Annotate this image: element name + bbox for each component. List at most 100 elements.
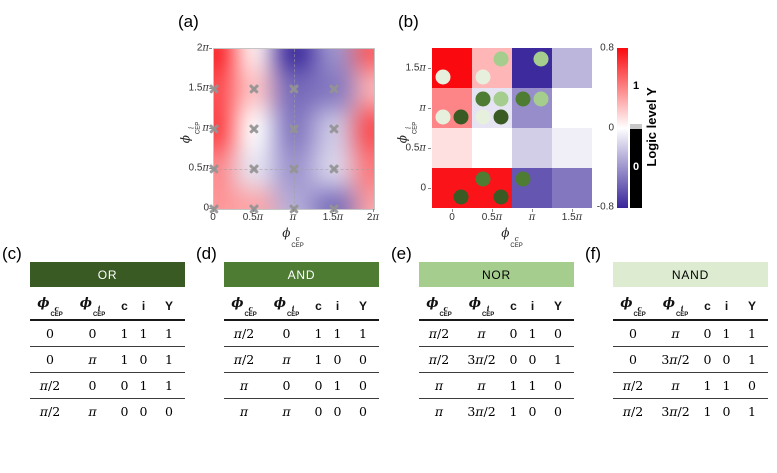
table-cell: 1 [528,326,537,341]
table-column-headers: ϕ c CEP ϕ i CEP c i Y [224,292,379,321]
table-row: π/2 0 1 1 1 [224,321,379,347]
phi-symbol: ϕ [282,226,291,240]
column-header: ϕ c CEP [224,294,264,318]
x-marker [249,84,260,95]
phi-symbol: ϕ [501,226,510,240]
column-header: ϕ i CEP [459,294,504,318]
x-tick-label: 0 [210,212,216,223]
heatmap-b-cell [552,48,592,88]
x-tick-label: π [289,212,297,223]
y-tick-label: 2π [196,42,209,54]
phi-supsub: i CEP [287,305,299,318]
x-tick-label: 1.5π [561,212,583,223]
heatmap-a-cell [354,189,374,209]
tick-mark [333,209,334,212]
phi-symbol: ϕ [620,295,633,311]
table-cell: 1 [314,352,323,367]
table-cell: 1 [333,326,342,341]
x-marker [329,84,340,95]
table-cell: 1 [509,378,518,393]
tick-mark [572,209,573,212]
phi-symbol: ϕ [37,295,50,311]
colorbar-tick-zero: 0 [608,122,614,134]
tick-mark [532,209,533,212]
panel-b-xaxis-label: ϕ c CEP [472,226,552,249]
phi-symbol: ϕ [395,135,410,144]
table-cell: π/2 [233,326,255,341]
table-cell: 0 [528,352,537,367]
gate-point-nand [435,69,451,85]
logic-level-one: 1 [632,80,640,92]
table-cell: 0 [509,352,518,367]
x-marker [289,164,300,175]
y-tick-label: 0.5π [405,142,426,154]
table-cell: 1 [165,352,173,367]
phi-column-header: ϕ c CEP [231,294,257,318]
phi-sub: CEP [481,311,495,318]
tick-mark [209,168,212,169]
table-cell: 0 [509,326,518,341]
gate-point-or [493,109,509,125]
column-header: Y [553,298,562,313]
gate-point-and [515,171,531,187]
table-row: π/2 3π/2 1 0 1 [613,399,768,424]
tick-mark [428,68,431,69]
colorbar-tick-max: 0.8 [600,42,614,54]
column-header: Y [358,298,367,313]
table-cell: 0 [282,378,291,393]
gate-point-nor [533,91,549,107]
phi-sup: c [637,303,642,313]
heatmap-a-cell [354,49,374,69]
table-row: π/2 0 0 1 1 [30,373,185,399]
heatmap-a-cell [354,109,374,149]
logic-gap [630,124,642,129]
x-tick-label: 0.5π [242,212,264,223]
tick-mark [293,209,294,212]
heatmap-a-cell [354,69,374,109]
gate-point-or [493,189,509,205]
y-tick-label: 1.5π [188,82,209,94]
truth-table-nand: NAND ϕ c CEP ϕ i CEP c i Y 0 π 0 1 1 0 3π/2 0 0 1 π/2 π 1 1 0 π/2… [613,262,768,424]
table-cell: π/2 [39,404,61,419]
table-cell: 3π/2 [661,404,690,419]
table-cell: π [671,326,680,341]
tick-mark [452,209,453,212]
tick-mark [428,108,431,109]
heatmap-a-cell [214,109,234,149]
table-cell: π [434,378,444,393]
panel-a-yaxis-label: ϕ i CEP [179,108,202,158]
table-cell: π [239,378,249,393]
phi-sub: CEP [633,311,646,318]
table-cell: 1 [120,326,129,341]
table-cell: 0 [88,326,97,341]
tick-mark [213,209,214,212]
table-cell: 0 [165,404,173,419]
x-tick-label: 2π [366,212,380,223]
table-cell: π/2 [39,378,61,393]
column-header: c [315,298,322,313]
phi-symbol: ϕ [79,295,92,311]
table-row: π/2 3π/2 0 0 1 [419,347,574,373]
heatmap-a-cell [214,49,234,69]
column-header: ϕ i CEP [653,294,698,318]
table-cell: 1 [703,378,712,393]
colorbar-gradient [617,48,628,208]
heatmap-b-cell [552,88,592,128]
phi-column-header: ϕ c CEP [620,294,646,318]
phi-supsub: c CEP [291,235,304,250]
table-panel-label: (e) [391,244,412,263]
truth-table-panel: (f) NAND ϕ c CEP ϕ i CEP c i Y 0 π 0 1 1 0 3π/2 0 0 1 π/2 π 1 1 0… [585,244,775,444]
table-column-headers: ϕ c CEP ϕ i CEP c i Y [613,292,768,321]
gate-point-nor [493,91,509,107]
phi-column-header: ϕ c CEP [426,294,452,318]
gate-point-and [475,171,491,187]
phi-symbol: ϕ [273,295,286,311]
heatmap-b-cell [552,128,592,168]
logic-one-region [630,48,642,124]
phi-sub: CEP [92,311,106,318]
y-tick-label: 0 [203,202,209,214]
